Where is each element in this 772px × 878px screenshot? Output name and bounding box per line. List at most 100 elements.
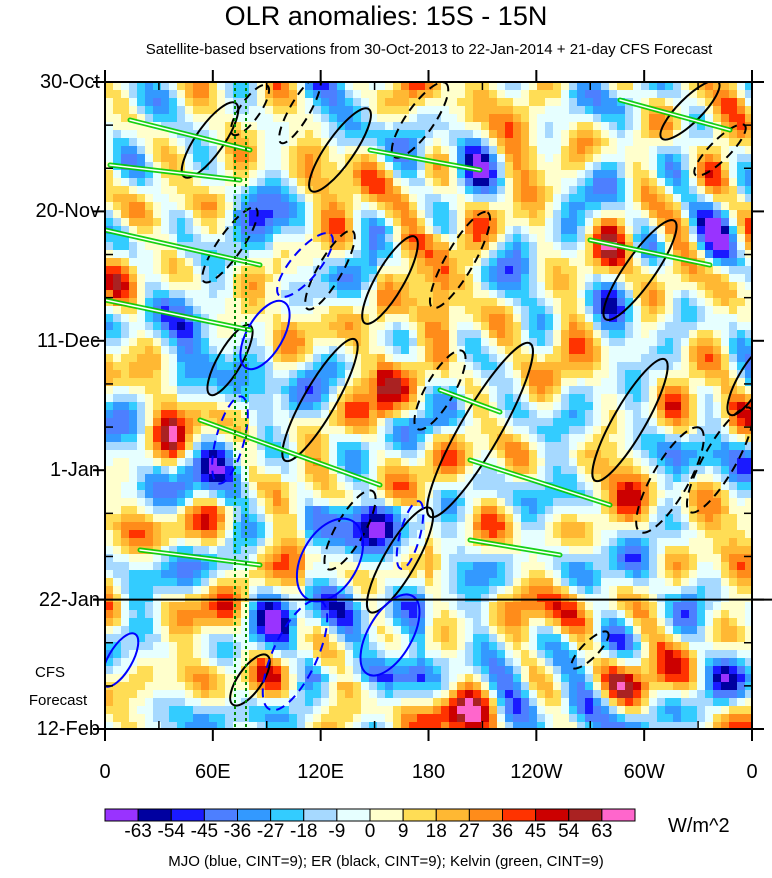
olr-cell — [257, 482, 265, 490]
olr-cell — [649, 314, 657, 322]
olr-cell — [609, 434, 617, 442]
olr-cell — [289, 306, 297, 314]
olr-cell — [577, 306, 585, 314]
olr-cell — [329, 250, 337, 258]
olr-cell — [193, 434, 201, 442]
olr-cell — [569, 218, 577, 226]
olr-cell — [505, 234, 513, 242]
olr-cell — [497, 346, 505, 354]
olr-cell — [329, 90, 337, 98]
olr-cell — [657, 514, 665, 522]
olr-cell — [121, 410, 129, 418]
olr-cell — [681, 90, 689, 98]
olr-cell — [569, 306, 577, 314]
olr-cell — [521, 338, 529, 346]
olr-cell — [705, 474, 713, 482]
olr-cell — [537, 210, 545, 218]
olr-cell — [273, 130, 281, 138]
olr-cell — [105, 266, 113, 274]
olr-cell — [273, 162, 281, 170]
olr-cell — [369, 298, 377, 306]
olr-cell — [721, 338, 729, 346]
olr-cell — [705, 90, 713, 98]
olr-cell — [497, 434, 505, 442]
olr-cell — [161, 474, 169, 482]
olr-cell — [697, 210, 705, 218]
olr-cell — [641, 402, 649, 410]
olr-cell — [201, 226, 209, 234]
olr-cell — [697, 346, 705, 354]
olr-cell — [369, 498, 377, 506]
olr-cell — [345, 362, 353, 370]
olr-cell — [377, 314, 385, 322]
olr-cell — [177, 386, 185, 394]
olr-cell — [593, 274, 601, 282]
olr-cell — [257, 178, 265, 186]
olr-cell — [265, 466, 273, 474]
olr-cell — [657, 346, 665, 354]
olr-cell — [393, 474, 401, 482]
olr-cell — [337, 322, 345, 330]
olr-cell — [745, 130, 752, 138]
olr-cell — [209, 546, 217, 554]
olr-cell — [633, 490, 641, 498]
olr-cell — [441, 490, 449, 498]
olr-cell — [609, 98, 617, 106]
olr-cell — [177, 106, 185, 114]
olr-cell — [713, 186, 721, 194]
olr-cell — [513, 330, 521, 338]
olr-cell — [537, 138, 545, 146]
olr-cell — [657, 122, 665, 130]
olr-cell — [201, 330, 209, 338]
olr-cell — [481, 234, 489, 242]
olr-cell — [545, 114, 553, 122]
olr-cell — [553, 202, 561, 210]
olr-cell — [457, 138, 465, 146]
olr-cell — [249, 194, 257, 202]
olr-cell — [577, 178, 585, 186]
olr-cell — [153, 506, 161, 514]
olr-cell — [129, 378, 137, 386]
olr-cell — [585, 242, 593, 250]
olr-cell — [425, 474, 433, 482]
olr-cell — [681, 226, 689, 234]
olr-cell — [241, 298, 249, 306]
olr-cell — [241, 538, 249, 546]
olr-cell — [105, 482, 113, 490]
olr-cell — [713, 314, 721, 322]
olr-cell — [209, 450, 217, 458]
olr-cell — [745, 322, 752, 330]
olr-cell — [321, 522, 329, 530]
olr-cell — [481, 178, 489, 186]
olr-cell — [457, 274, 465, 282]
olr-cell — [137, 450, 145, 458]
olr-cell — [513, 154, 521, 162]
olr-cell — [617, 506, 625, 514]
olr-cell — [233, 298, 241, 306]
olr-cell — [489, 418, 497, 426]
olr-cell — [297, 394, 305, 402]
olr-cell — [521, 194, 529, 202]
olr-cell — [529, 290, 537, 298]
olr-cell — [361, 154, 369, 162]
olr-cell — [633, 426, 641, 434]
olr-cell — [705, 530, 713, 538]
olr-cell — [689, 522, 697, 530]
olr-cell — [441, 234, 449, 242]
olr-cell — [689, 562, 697, 570]
olr-cell — [441, 138, 449, 146]
olr-cell — [417, 442, 425, 450]
olr-cell — [401, 442, 409, 450]
olr-cell — [625, 290, 633, 298]
olr-cell — [153, 346, 161, 354]
olr-cell — [641, 90, 649, 98]
olr-cell — [425, 138, 433, 146]
olr-cell — [585, 322, 593, 330]
olr-cell — [585, 490, 593, 498]
olr-cell — [417, 170, 425, 178]
olr-cell — [409, 570, 417, 578]
olr-cell — [249, 466, 257, 474]
olr-cell — [209, 306, 217, 314]
olr-cell — [281, 202, 289, 210]
olr-cell — [385, 266, 393, 274]
